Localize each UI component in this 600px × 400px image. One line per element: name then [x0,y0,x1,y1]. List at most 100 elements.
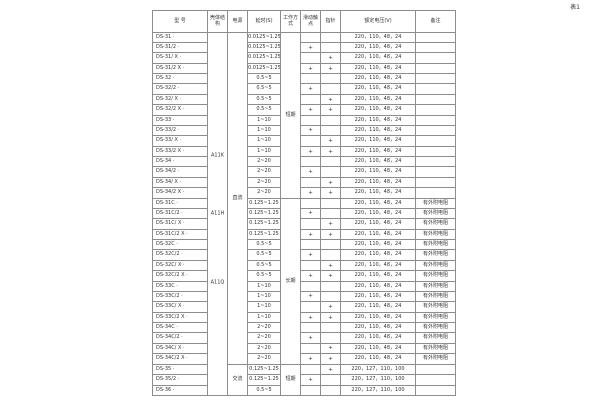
pointer-cell [320,207,341,220]
remark-cell [415,176,456,189]
voltage-cell: 220，110，48，24 [340,280,416,292]
table-row: DS-34C · 2~20 220，110，48，24 有外附电阻 [152,322,456,334]
slide-contact-cell [300,342,321,355]
voltage-cell: 220，110，48，24 [340,207,416,220]
slide-contact-cell [300,135,321,147]
slide-contact-cell: + [300,166,321,178]
remark-cell [415,124,456,137]
model-cell: DS-32/2 · [152,83,208,95]
slide-contact-cell [300,93,321,106]
slide-contact-cell [300,301,321,313]
work-mode-cell: 长期 [280,197,301,365]
table-row: DS-35 · 交流 0.125~1.25 短期 +220，127，110，100 [152,363,456,397]
voltage-cell: 220，110，48，24 [340,353,416,365]
remark-cell [415,374,456,387]
slide-contact-cell: + [300,187,321,199]
voltage-cell: 220，110，48，24 [340,156,416,168]
voltage-cell: 220，110，48，24 [340,187,416,199]
model-cell: DS-34C/2 X · [152,353,208,365]
model-cell: DS-33C · [152,280,208,292]
model-cell: DS-34C/ X · [152,342,208,355]
delay-cell: 0.5~5 [247,385,281,396]
pointer-cell: + [320,311,341,324]
remark-cell [415,145,456,158]
pointer-cell: + [320,353,341,365]
pointer-cell [320,249,341,261]
pointer-cell [320,41,341,54]
slide-contact-cell: + [300,332,321,344]
delay-cell: 2~20 [247,166,281,178]
model-cell: DS-35/2 · [152,374,208,387]
col-header-remark: 备注 [415,10,456,33]
model-cell: DS-36 · [152,385,208,396]
voltage-cell: 220，127，110，100 [340,385,416,396]
remark-cell: 有外附电阻 [415,311,456,324]
pointer-cell: + [320,62,341,75]
pointer-cell: + [320,270,341,282]
col-header-voltage: 额定电压(V) [340,10,416,33]
pointer-cell [320,73,341,85]
slide-contact-cell: + [300,374,321,387]
table-row: DS-33/ X · 1~10 +220，110，48，24 [152,135,456,147]
model-cell: DS-31C/2 · [152,207,208,220]
model-cell: DS-33/2 X · [152,145,208,158]
model-cell: DS-31/ X · [152,52,208,64]
delay-cell: 2~20 [247,187,281,199]
pointer-cell [320,32,341,43]
table-row: DS-31C · 0.125~1.25 长期 220，110，48，24 有外附电阻 [152,197,456,365]
table-row: DS-34C/2 · 2~20 +220，110，48，24 有外附电阻 [152,332,456,344]
pointer-cell [320,114,341,126]
delay-cell: 0.5~5 [247,104,281,116]
model-cell: DS-33/2 · [152,124,208,137]
delay-cell: 1~10 [247,114,281,126]
table-row: DS-32C/2 · 0.5~5 +220，110，48，24 有外附电阻 [152,249,456,261]
slide-contact-cell: + [300,311,321,324]
table-row: DS-34/2 X · 2~20 + +220，110，48，24 [152,187,456,199]
model-cell: DS-31/2 · [152,41,208,54]
slide-contact-cell [300,218,321,230]
delay-cell: 1~10 [247,290,281,303]
delay-cell: 0.125~1.25 [247,218,281,230]
pointer-cell: + [320,176,341,189]
delay-cell: 0.5~5 [247,270,281,282]
remark-cell [415,135,456,147]
remark-cell: 有外附电阻 [415,239,456,251]
delay-cell: 0.5~5 [247,249,281,261]
shell-code-label: A11K [210,152,225,159]
remark-cell: 有外附电阻 [415,249,456,261]
table-body: DS-31 · A11K A11H A11Q 直流 0.0125~1.25 短期 220，11… [152,32,456,397]
slide-contact-cell: + [300,83,321,95]
model-cell: DS-34C/2 · [152,332,208,344]
remark-cell [415,41,456,54]
remark-cell: 有外附电阻 [415,207,456,220]
delay-cell: 0.5~5 [247,83,281,95]
delay-cell: 0.5~5 [247,259,281,272]
slide-contact-cell [300,156,321,168]
slide-contact-cell: + [300,207,321,220]
pointer-cell: + [320,135,341,147]
slide-contact-cell: + [300,124,321,137]
remark-cell: 有外附电阻 [415,322,456,334]
pointer-cell: + [320,187,341,199]
slide-contact-cell: + [300,41,321,54]
pointer-cell [320,124,341,137]
table-row: DS-34/2 · 2~20 +220，110，48，24 [152,166,456,178]
delay-cell: 1~10 [247,135,281,147]
delay-cell: 1~10 [247,311,281,324]
table-row: DS-31C/2 X · 0.125~1.25 + +220，110，48，24 有外附… [152,228,456,241]
table-row: DS-31/2 · 0.0125~1.25 +220，110，48，24 [152,41,456,54]
delay-cell: 2~20 [247,342,281,355]
voltage-cell: 220，110，48，24 [340,332,416,344]
slide-contact-cell [300,239,321,251]
slide-contact-cell [300,363,321,376]
header-row: 型 号 壳体结构 电源 延时(S) 工作方式 滑动触点 指针 额定电压(V) 备… [152,10,456,33]
spec-table: 型 号 壳体结构 电源 延时(S) 工作方式 滑动触点 指针 额定电压(V) 备… [152,10,456,397]
delay-cell: 0.5~5 [247,93,281,106]
model-cell: DS-34C · [152,322,208,334]
table-row: DS-32C/ X · 0.5~5 +220，110，48，24 有外附电阻 [152,259,456,272]
model-cell: DS-32C/2 · [152,249,208,261]
remark-cell: 有外附电阻 [415,228,456,241]
shell-structure-cell: A11K A11H A11Q [207,32,228,396]
voltage-cell: 220，110，48，24 [340,270,416,282]
voltage-cell: 220，110，48，24 [340,73,416,85]
